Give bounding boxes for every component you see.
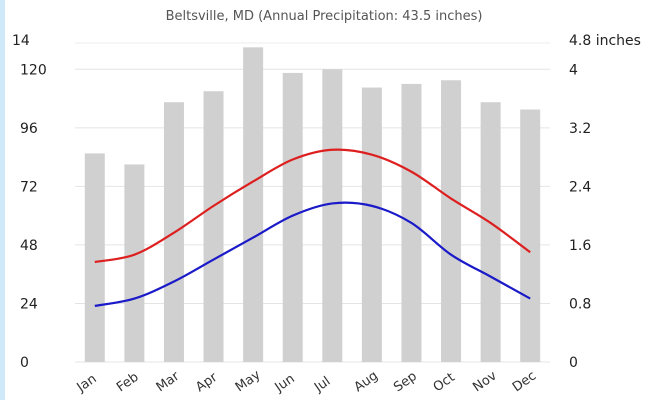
high-temperature-line: [94, 148, 531, 264]
right-axis-tick-label: 1.6: [569, 238, 591, 254]
left-axis-top-label: 14: [12, 33, 30, 49]
precipitation-bar: [243, 47, 264, 363]
precipitation-bar: [124, 164, 145, 362]
right-axis-tick-label: 3.2: [569, 121, 591, 137]
x-axis-month-label: Jun: [272, 371, 298, 396]
precipitation-bar: [520, 109, 541, 362]
x-axis-month-label: Sep: [391, 369, 420, 395]
x-axis-month-label: Apr: [193, 370, 221, 396]
left-axis-tick-label: 0: [20, 355, 29, 371]
precipitation-bar: [282, 72, 303, 362]
left-axis-tick-label: 24: [20, 296, 38, 312]
right-axis-tick-label: 0: [569, 355, 578, 371]
x-axis-month-label: May: [233, 367, 264, 395]
x-axis-month-label: Oct: [431, 370, 458, 395]
left-axis-tick-label: 72: [20, 179, 38, 195]
right-axis-tick-label: 4: [569, 62, 578, 78]
precipitation-bar: [441, 80, 462, 362]
low-temperature-line: [94, 201, 531, 307]
precipitation-bar: [480, 102, 501, 363]
precipitation-bar: [203, 91, 224, 363]
precipitation-bar: [84, 153, 105, 362]
x-axis-month-label: Jul: [311, 374, 333, 396]
x-axis-month-label: Aug: [352, 368, 381, 395]
precipitation-bar: [361, 87, 382, 363]
left-axis-tick-label: 48: [20, 238, 38, 254]
x-axis-month-label: Dec: [510, 369, 539, 396]
left-axis-tick-label: 96: [20, 121, 38, 137]
precipitation-bar: [322, 69, 343, 362]
chart-subtitle: Beltsville, MD (Annual Precipitation: 43…: [165, 9, 483, 24]
window-edge: [0, 0, 5, 400]
x-axis-month-label: Nov: [470, 368, 500, 395]
x-axis-month-label: Jan: [74, 371, 100, 395]
x-axis-month-label: Feb: [114, 370, 141, 395]
left-axis-tick-label: 120: [20, 62, 47, 78]
right-axis-tick-label: 2.4: [569, 179, 591, 195]
right-axis-top-label: 4.8 inches: [569, 33, 641, 49]
x-axis-month-label: Mar: [154, 369, 183, 396]
right-axis-tick-label: 0.8: [569, 296, 591, 312]
